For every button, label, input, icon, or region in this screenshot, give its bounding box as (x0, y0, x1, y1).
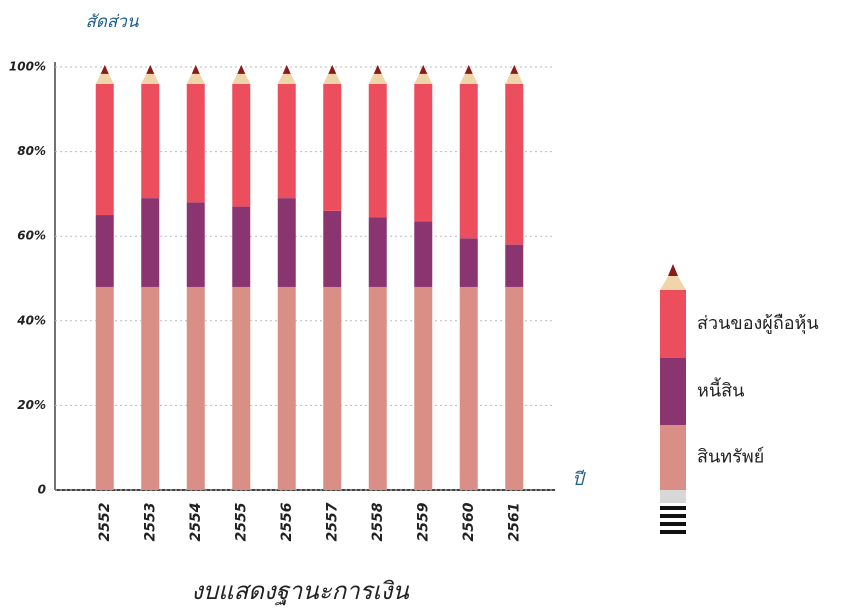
y-tick-label: 20% (17, 398, 46, 412)
bar-segment (232, 206, 251, 287)
bar-segment (414, 221, 433, 287)
bar-segment (95, 286, 114, 490)
bar-segment (323, 286, 342, 490)
pencil-lead (464, 64, 473, 74)
bar-segment (95, 215, 114, 287)
y-axis-label: สัดส่วน (86, 12, 139, 32)
pencil-tip (368, 65, 387, 84)
legend-pencil-wood (660, 268, 686, 290)
x-tick-label: 2555 (233, 502, 249, 541)
bar-segment (186, 286, 205, 490)
y-tick-label: 80% (17, 144, 46, 158)
bar-segment (459, 238, 478, 287)
pencil-tip (232, 65, 251, 84)
bar-segment (141, 83, 160, 199)
bar-segment (368, 286, 387, 490)
pencil-lead (237, 64, 246, 74)
bar-segment (277, 198, 296, 287)
x-tick-label: 2554 (188, 503, 204, 542)
legend-pencil-stripe (660, 514, 686, 518)
pencil-lead (510, 64, 519, 74)
x-axis-label: ปี (572, 469, 586, 490)
pencil-tip (277, 65, 296, 84)
pencil-tip (323, 65, 342, 84)
x-tick-label: 2559 (415, 502, 431, 541)
legend-pencil-band (660, 490, 686, 503)
bar-segment (459, 83, 478, 239)
pencil-lead (146, 64, 155, 74)
bar-segment (505, 244, 524, 287)
bar-segment (323, 210, 342, 287)
bar-segment (414, 83, 433, 222)
pencil-tip (414, 65, 433, 84)
x-tick-label: 2560 (461, 502, 477, 541)
pencil-tip (459, 65, 478, 84)
bar-segment (141, 286, 160, 490)
pencil-tip (95, 65, 114, 84)
pencil-lead (373, 64, 382, 74)
pencil-lead (328, 64, 337, 74)
x-tick-label: 2558 (370, 502, 386, 541)
bar-segment (459, 286, 478, 490)
bar-segment (277, 286, 296, 490)
legend-swatch (660, 425, 686, 490)
pencil-lead (282, 64, 291, 74)
x-tick-label: 2553 (142, 503, 158, 542)
bar-segment (186, 83, 205, 203)
x-tick-label: 2561 (506, 503, 522, 542)
legend-label: หนี้สิน (697, 378, 744, 402)
bar-segment (95, 83, 114, 216)
bar-segment (232, 83, 251, 207)
y-tick-label: 100% (9, 60, 46, 74)
y-tick-label: 40% (16, 313, 46, 327)
pencil-tip (505, 65, 524, 84)
legend-pencil (660, 264, 686, 534)
pencil-lead (191, 64, 200, 74)
legend-swatch (660, 358, 686, 425)
pencil-lead (419, 64, 428, 74)
pencil-tip (141, 65, 160, 84)
bar-segment (323, 83, 342, 211)
legend-pencil-stripe (660, 522, 686, 526)
y-tick-label: 60% (17, 229, 46, 243)
legend-label: ส่วนของผู้ถือหุ้น (697, 313, 819, 334)
bar-segment (505, 286, 524, 490)
x-tick-label: 2557 (324, 502, 340, 541)
pencil-lead (100, 64, 109, 74)
x-tick-label: 2552 (97, 503, 113, 542)
bar-segment (186, 202, 205, 287)
x-tick-label: 2556 (279, 502, 295, 541)
pencil-tip (186, 65, 205, 84)
bar-segment (368, 217, 387, 287)
legend-swatch (660, 290, 686, 358)
legend-label: สินทรัพย์ (697, 447, 764, 468)
legend-pencil-stripe (660, 506, 686, 510)
bar-segment (141, 198, 160, 287)
y-tick-label: 0 (38, 483, 46, 497)
legend-pencil-stripe (660, 530, 686, 534)
bar-segment (277, 83, 296, 199)
bar-segment (232, 286, 251, 490)
chart-title: งบแสดงฐานะการเงิน (191, 577, 409, 606)
bar-segment (414, 286, 433, 490)
bar-segment (368, 83, 387, 218)
bar-segment (505, 83, 524, 245)
legend-pencil-lead (668, 264, 678, 276)
